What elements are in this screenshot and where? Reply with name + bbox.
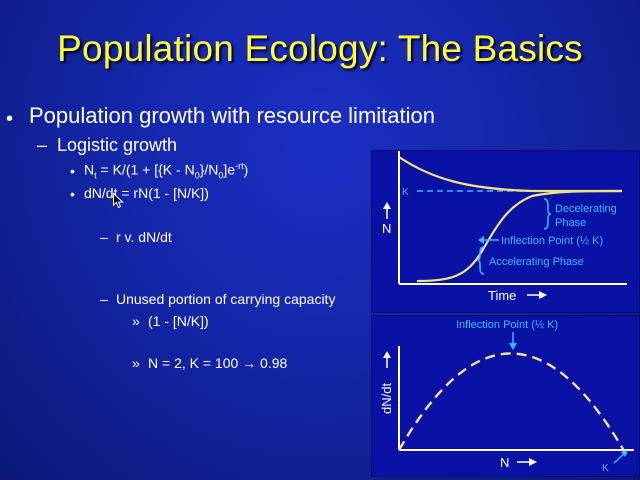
inflection-label: Inflection Point (½ K) xyxy=(456,319,558,331)
growth-curve xyxy=(416,189,623,283)
sub-unused-formula: (1 - [N/K]) xyxy=(148,313,209,329)
decelerating-label-2: Phase xyxy=(555,217,586,229)
dash-unused-capacity: Unused portion of carrying capacity xyxy=(116,291,336,307)
dash-marker: – xyxy=(100,291,108,307)
x-axis-label: Time xyxy=(488,288,516,303)
decline-curve xyxy=(398,156,622,193)
x-axis-label: N xyxy=(500,455,509,470)
bullet-population-growth: Population growth with resource limitati… xyxy=(29,103,435,128)
rate-curve xyxy=(397,352,629,457)
k-arrow-icon xyxy=(613,453,625,464)
dash-logistic-growth: Logistic growth xyxy=(57,135,178,155)
chevron-marker: » xyxy=(132,313,140,329)
dash-r-vs-dndt: r v. dN/dt xyxy=(116,229,172,245)
y-axis-label: N xyxy=(382,221,391,236)
decelerating-label-1: Decelerating xyxy=(555,203,617,215)
sub-example-calc: N = 2, K = 100 → 0.98 xyxy=(148,355,288,371)
k-label: K xyxy=(402,187,409,198)
bullet-marker: • xyxy=(70,186,75,202)
decelerating-brace xyxy=(543,198,552,230)
growth-rate-chart: Inflection Point (½ K) dN/dt N K xyxy=(371,315,640,477)
dash-marker: – xyxy=(37,135,48,155)
logistic-growth-chart: K N Decelerating Phase Inflection Point … xyxy=(371,150,640,313)
accelerating-brace xyxy=(476,246,485,275)
chevron-marker: » xyxy=(132,355,140,371)
k-label: K xyxy=(602,463,609,474)
dash-marker: – xyxy=(100,229,108,245)
equation-logistic-solution: Nt = K/(1 + [{K - N0}/N0]e-rt) xyxy=(84,161,249,181)
bullet-marker: • xyxy=(70,163,75,179)
equation-logistic-rate: dN/dt = rN(1 - [N/K]) xyxy=(84,185,209,201)
bullet-marker: • xyxy=(6,108,14,130)
y-axis-label: dN/dt xyxy=(379,383,394,414)
accelerating-label: Accelerating Phase xyxy=(489,256,584,268)
mouse-cursor-icon xyxy=(113,193,124,209)
slide-title: Population Ecology: The Basics xyxy=(57,28,583,69)
inflection-label: Inflection Point (½ K) xyxy=(501,235,603,247)
